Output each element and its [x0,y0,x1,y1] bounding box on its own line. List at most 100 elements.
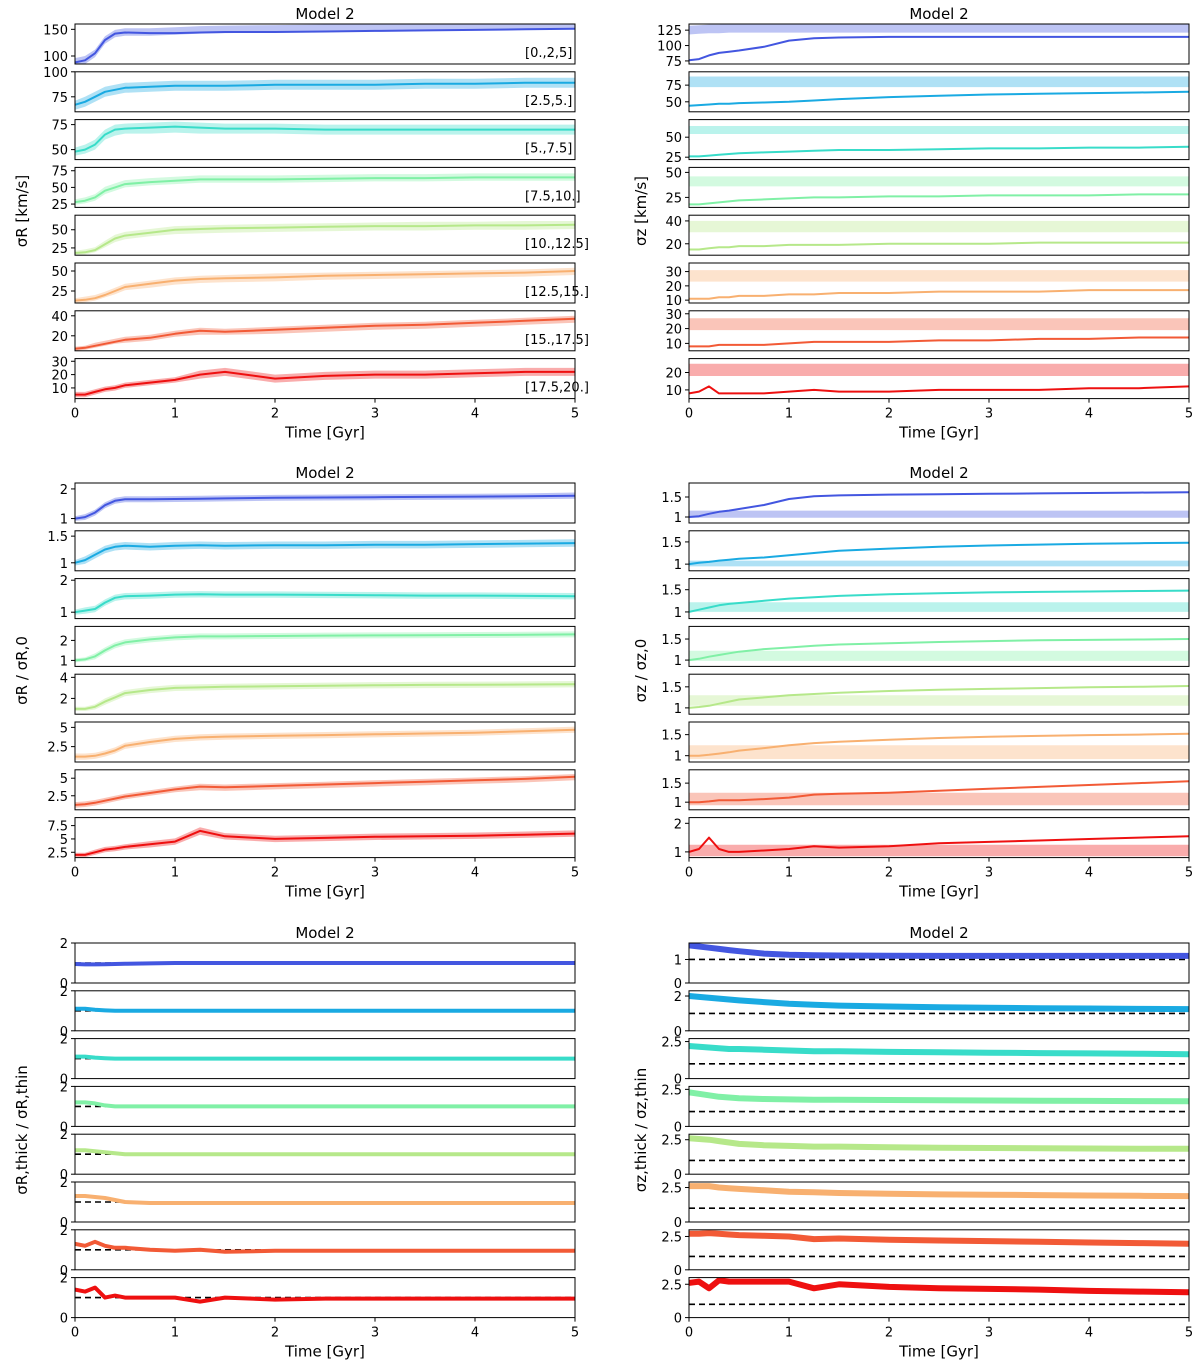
spread-band [75,827,575,858]
axes-frame [74,71,576,113]
plot-area [689,541,1189,567]
x-tick-label: 5 [571,407,579,422]
y-tick-label: 75 [665,79,682,94]
plot-area [689,76,1189,107]
subplot-sigmaR_norm-5: 24 [60,671,576,715]
plot-area [689,1230,1189,1258]
y-tick-label: 1 [60,513,68,528]
y-tick-label: 2 [60,574,68,589]
x-tick-label: 3 [371,866,379,881]
y-tick-label: 2 [674,990,682,1005]
spread-band [689,650,1189,661]
subplot-sigmaz_ratio-8: 0 2.5 0 1 2 3 4 5 Time [Gyr] [661,1277,1193,1361]
y-tick-label: 2 [60,1224,68,1239]
x-tick-label: 0 [71,1326,79,1341]
series-line [75,125,575,153]
axes-frame [688,578,1190,620]
series-line [689,35,1189,62]
plot-area [689,220,1189,251]
y-tick-label: 25 [51,198,68,213]
bin-label: [7.5,10.] [525,189,581,204]
y-tick-label: 2.5 [661,1036,682,1051]
axes-frame [74,769,576,811]
y-tick-label: 0 [60,1025,68,1040]
plot-area [75,492,575,521]
series-line [689,193,1189,206]
plot-area [689,943,1189,961]
x-tick-label: 5 [1185,866,1193,881]
plot-area [689,363,1189,395]
plot-area [75,1006,575,1013]
plot-area [689,589,1189,613]
plot-area [75,774,575,808]
y-tick-label: 0 [674,1168,682,1183]
panel-title: Model 2 [909,464,968,482]
axes-frame [74,1085,576,1127]
plot-area [689,1183,1189,1210]
subplot-sigmaR-1: 100 150 [0.,2,5] [43,23,576,65]
y-tick-label: 2 [60,1176,68,1191]
x-axis-label: Time [Gyr] [898,1343,979,1361]
series-line [689,491,1189,518]
subplot-sigmaz_ratio-6: 02.5 [661,1181,1190,1231]
y-tick-label: 1 [674,558,682,573]
series-line [689,993,1189,1013]
y-tick-label: 50 [665,96,682,111]
plot-area [689,993,1189,1015]
y-tick-label: 10 [665,294,682,309]
y-tick-label: 1.5 [661,536,682,551]
y-tick-label: 0 [674,1025,682,1040]
x-tick-label: 0 [71,866,79,881]
series-line [75,633,575,662]
spread-band [689,24,1189,35]
x-tick-label: 3 [371,407,379,422]
series-line [75,223,575,254]
y-tick-label: 2.5 [661,1278,682,1293]
panel-title: Model 2 [295,924,354,942]
bin-label: [15.,17.5] [525,333,589,348]
series-line [689,1277,1189,1296]
axes-frame [74,1181,576,1223]
x-tick-label: 2 [885,866,893,881]
y-tick-label: 2 [60,1272,68,1287]
series-line [75,1006,575,1013]
x-tick-label: 1 [171,407,179,422]
plot-area [689,835,1189,857]
y-axis-label: σR,thick / σR,thin [13,1065,31,1195]
axes-frame [74,990,576,1032]
spread-band [75,774,575,808]
series-line [75,1285,575,1304]
x-axis-label: Time [Gyr] [284,1343,365,1361]
y-tick-label: 20 [51,369,68,384]
series-line [75,829,575,856]
plot-area [75,221,575,256]
y-tick-label: 0 [674,1312,682,1327]
axes-frame [74,578,576,620]
subplot-sigmaR_norm-7: 2.55 [47,769,576,811]
x-tick-label: 0 [685,1326,693,1341]
y-tick-label: 1 [60,606,68,621]
plot-area [689,270,1189,300]
series-line [689,835,1189,853]
y-tick-label: 10 [665,337,682,352]
x-tick-label: 5 [571,1326,579,1341]
x-tick-label: 4 [1085,866,1093,881]
y-tick-label: 25 [665,151,682,166]
plot-area [689,638,1189,662]
subplot-sigmaz_norm-7: 11.5 [661,769,1190,811]
plot-area [689,1277,1189,1306]
spread-band [75,591,575,615]
axes-frame [688,310,1190,352]
series-line [689,1043,1189,1058]
x-tick-label: 5 [1185,1326,1193,1341]
axes-frame [74,119,576,161]
subplot-sigmaz_norm-2: 11.5 [661,530,1190,573]
y-tick-label: 40 [665,215,682,230]
plot-area [75,591,575,615]
subplot-sigmaR_ratio-5: 02 [60,1128,576,1183]
y-tick-label: 10 [51,382,68,397]
x-axis-label: Time [Gyr] [898,424,979,442]
